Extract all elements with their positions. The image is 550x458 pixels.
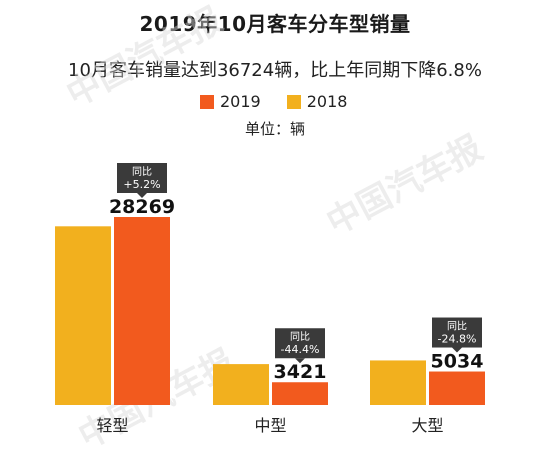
legend-swatch-2019	[200, 94, 214, 109]
bar-2019-1	[272, 382, 328, 405]
legend-label-2019: 2019	[220, 92, 261, 111]
data-label-2019-2: 5034	[431, 351, 484, 373]
yoy-badge-1	[275, 328, 325, 359]
yoy-badge-value-1: -44.4%	[281, 343, 320, 356]
bar-2018-2	[370, 360, 426, 405]
category-label-2: 大型	[411, 416, 443, 435]
data-label-2019-0: 28269	[109, 196, 175, 218]
yoy-badge-pointer-1	[295, 358, 305, 364]
yoy-badge-title-2: 同比	[447, 321, 467, 333]
legend-item-2019: 2019	[200, 92, 261, 111]
legend-label-2018: 2018	[306, 92, 348, 111]
bar-2019-2	[429, 371, 485, 405]
legend-item-2018: 2018	[286, 92, 348, 111]
legend: 2019 2018	[200, 92, 347, 111]
bar-2018-1	[213, 364, 269, 405]
chart-subtitle: 10月客车销量达到36724辆，比上年同期下降6.8%	[68, 60, 482, 81]
category-label-1: 中型	[254, 416, 286, 435]
yoy-badge-value-2: -24.8%	[438, 333, 477, 346]
bar-chart: 28269同比+5.2%轻型3421同比-44.4%中型5034同比-24.8%…	[55, 163, 485, 435]
yoy-badge-title-0: 同比	[132, 166, 152, 178]
yoy-badge-title-1: 同比	[290, 331, 310, 343]
yoy-badge-value-0: +5.2%	[123, 178, 160, 191]
yoy-badge-0	[117, 163, 167, 193]
legend-swatch-2018	[286, 94, 301, 109]
yoy-badge-pointer-2	[452, 347, 462, 353]
unit-label: 单位：辆	[244, 120, 305, 138]
yoy-badge-pointer-0	[137, 193, 147, 198]
bar-2019-0	[114, 217, 170, 405]
yoy-badge-2	[432, 317, 482, 348]
category-label-0: 轻型	[96, 416, 128, 435]
data-label-2019-1: 3421	[274, 361, 327, 383]
chart-title: 2019年10月客车分车型销量	[139, 12, 411, 36]
bar-2018-0	[55, 226, 111, 405]
